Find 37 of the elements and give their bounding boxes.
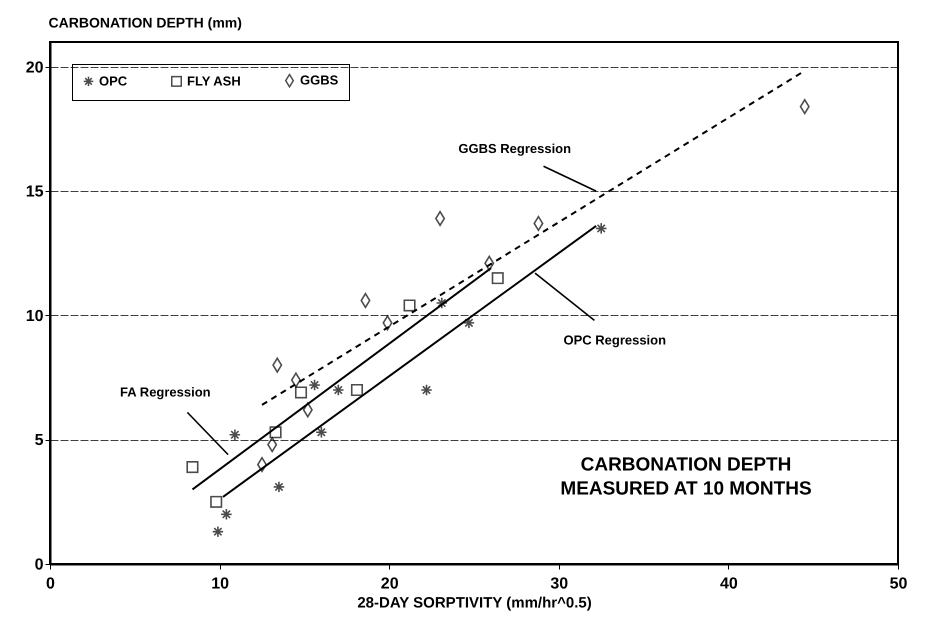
point	[294, 386, 308, 399]
annotation: FA Regression	[120, 384, 211, 400]
x-tick-label: 40	[720, 576, 738, 592]
point	[212, 526, 224, 538]
point	[462, 316, 475, 329]
x-tick-label: 20	[380, 576, 399, 592]
point	[315, 426, 328, 438]
y-tick-label: 15	[26, 184, 44, 201]
y-tick-label: 10	[26, 308, 44, 325]
point	[272, 480, 286, 493]
point	[404, 299, 416, 312]
y-tick-label: 20	[26, 59, 44, 76]
point	[350, 384, 364, 396]
x-tick-label: 30	[550, 576, 568, 592]
annotation: OPC Regression	[563, 332, 666, 348]
x-tick-label: 50	[890, 576, 908, 592]
point	[436, 296, 448, 310]
y-tick-label: 5	[34, 432, 44, 450]
point	[210, 496, 222, 508]
point	[420, 384, 433, 396]
y-tick-label: 0	[34, 556, 44, 574]
point	[220, 508, 232, 520]
y-axis-title: CARBONATION DEPTH (mm)	[48, 14, 242, 30]
legend-label: GGBS	[300, 72, 339, 88]
point	[492, 272, 504, 284]
point	[186, 461, 199, 474]
point	[228, 428, 241, 441]
legend-label: OPC	[99, 73, 128, 88]
point	[332, 384, 344, 396]
point	[308, 378, 321, 392]
legend-label: FLY ASH	[187, 73, 241, 88]
annotation: GGBS Regression	[458, 140, 572, 156]
x-tick-label: 0	[46, 576, 56, 592]
annotation: CARBONATION DEPTH MEASURED AT 10 MONTHS	[560, 454, 812, 500]
x-axis-title: 28-DAY SORPTIVITY (mm/hr^0.5)	[357, 594, 592, 612]
point	[270, 426, 282, 438]
x-tick-label: 10	[211, 576, 230, 592]
